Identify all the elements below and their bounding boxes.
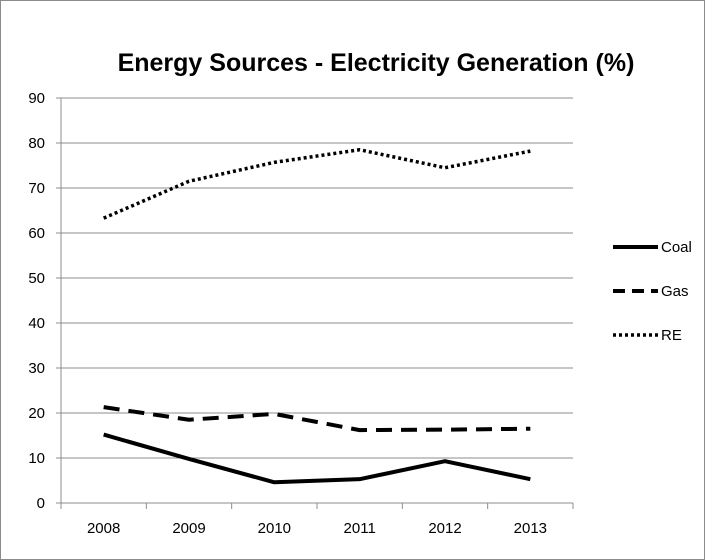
legend: Coal Gas RE xyxy=(613,239,692,344)
y-tick-label: 0 xyxy=(37,495,45,512)
series-line-re xyxy=(102,148,531,220)
x-tick-label: 2013 xyxy=(514,520,547,537)
legend-label-re: RE xyxy=(661,327,682,344)
legend-label-coal: Coal xyxy=(661,239,692,256)
series-lines xyxy=(102,148,531,485)
y-tick-label: 40 xyxy=(28,315,45,332)
y-tick-label: 60 xyxy=(28,225,45,242)
series-line-gas xyxy=(103,405,531,433)
y-tick-label: 30 xyxy=(28,360,45,377)
y-tick-label: 70 xyxy=(28,180,45,197)
y-tick-label: 90 xyxy=(28,90,45,107)
legend-label-gas: Gas xyxy=(661,283,689,300)
series-line-coal xyxy=(103,432,531,485)
x-tick-label: 2010 xyxy=(258,520,291,537)
y-tick-label: 20 xyxy=(28,405,45,422)
x-tick-label: 2008 xyxy=(87,520,120,537)
y-tick-label: 80 xyxy=(28,135,45,152)
grid-lines xyxy=(61,97,573,459)
x-tick-label: 2011 xyxy=(344,520,376,537)
x-tick-label: 2012 xyxy=(428,520,461,537)
y-tick-label: 50 xyxy=(28,270,45,287)
y-axis-ticks: 0 10 20 30 40 50 60 70 80 90 xyxy=(28,90,61,512)
x-tick-label: 2009 xyxy=(172,520,205,537)
chart-title: Energy Sources - Electricity Generation … xyxy=(118,49,635,77)
y-tick-label: 10 xyxy=(28,450,45,467)
x-axis-ticks: 2008 2009 2010 2011 2012 2013 xyxy=(60,503,574,537)
